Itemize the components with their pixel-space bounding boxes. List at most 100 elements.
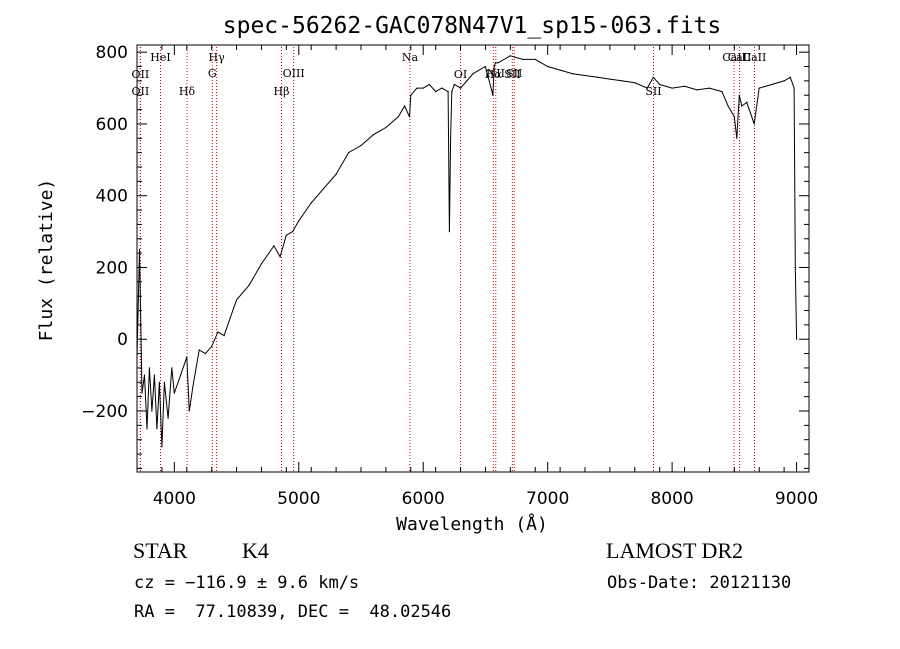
spectrum-line xyxy=(136,55,798,447)
spectrum-point xyxy=(441,87,443,89)
spectrum-point xyxy=(211,345,213,347)
spectrum-point xyxy=(156,428,158,430)
chart-title: spec-56262-GAC078N47V1_sp15-063.fits xyxy=(223,13,722,39)
spectrum-point xyxy=(310,202,312,204)
spectrum-point xyxy=(348,152,350,154)
spectrum-point xyxy=(217,331,219,333)
spectrum-point xyxy=(198,349,200,351)
spectral-line-label: CaII xyxy=(722,51,746,64)
spectrum-point xyxy=(260,263,262,265)
obs-date: Obs-Date: 20121130 xyxy=(607,573,792,593)
spectrum-point xyxy=(397,116,399,118)
spectrum-point xyxy=(153,374,155,376)
spectral-line-label: OII xyxy=(132,85,150,98)
spectrum-point xyxy=(794,266,796,269)
y-tick-label: 600 xyxy=(96,115,128,135)
spectrum-point xyxy=(158,381,160,383)
spectrum-point xyxy=(141,392,143,394)
object-class: STAR xyxy=(133,538,188,563)
x-axis-label: Wavelength (Å) xyxy=(396,513,548,535)
spectrum-point xyxy=(492,94,494,96)
spectrum-point xyxy=(497,62,499,64)
spectrum-point xyxy=(596,76,599,78)
spectrum-point xyxy=(484,65,486,68)
spectrum-point xyxy=(143,374,146,376)
spectrum-point xyxy=(493,65,495,68)
y-tick-label: 400 xyxy=(96,187,128,207)
spectrum-point xyxy=(708,87,711,89)
y-tick-label: 800 xyxy=(96,43,128,63)
spectral-line-label: OIII xyxy=(283,67,305,80)
spectrum-point xyxy=(163,381,165,383)
spectrum-point xyxy=(671,87,673,89)
spectrum-point xyxy=(559,69,561,71)
line-markers xyxy=(139,47,755,472)
spectrum-point xyxy=(188,410,190,412)
spectrum-point xyxy=(273,245,275,247)
plot-frame xyxy=(136,44,810,473)
spectrum-point xyxy=(509,55,511,57)
x-tick-label: 5000 xyxy=(277,489,320,509)
spectrum-point xyxy=(236,299,238,301)
survey-name: LAMOST DR2 xyxy=(606,538,744,563)
spectral-line-label: G xyxy=(208,67,217,80)
object-subclass: K4 xyxy=(242,538,269,563)
spectrum-point xyxy=(753,123,755,125)
plot-area xyxy=(136,55,798,448)
spectrum-point xyxy=(248,284,250,286)
spectrum-point xyxy=(659,83,661,86)
spectrum-point xyxy=(171,367,173,369)
y-tick-label: 200 xyxy=(96,258,128,278)
y-tick-label: 0 xyxy=(117,330,128,350)
spectrum-point xyxy=(408,116,411,118)
spectral-line-label: SII xyxy=(645,85,661,98)
spectral-line-label: HeI xyxy=(150,51,170,64)
spectral-line-label: Hβ xyxy=(274,85,290,98)
y-tick-label: −200 xyxy=(81,402,128,422)
spectrum-point xyxy=(450,137,452,139)
spectrum-point xyxy=(721,91,723,93)
spectrum-point xyxy=(292,231,294,233)
spectrum-point xyxy=(738,94,740,96)
spectrum-point xyxy=(422,87,424,89)
x-tick-label: 8000 xyxy=(650,489,693,509)
spectrum-point xyxy=(298,220,300,222)
spectrum-point xyxy=(746,101,748,103)
spectrum-point xyxy=(534,58,536,61)
spectrum-point xyxy=(460,87,462,89)
x-tick-label: 6000 xyxy=(402,489,445,509)
spectrum-point xyxy=(148,367,150,369)
spectrum-point xyxy=(360,144,362,147)
x-tick-label: 9000 xyxy=(775,489,818,509)
spectrum-point xyxy=(161,446,163,448)
spectral-line-label: CaII xyxy=(728,51,752,64)
spectrum-point xyxy=(372,134,374,136)
spectrum-point xyxy=(741,105,743,107)
spectrum-point xyxy=(646,87,648,89)
spectrum-point xyxy=(783,80,785,82)
spectral-line-label: Hγ xyxy=(209,51,226,64)
spectrum-point xyxy=(167,417,169,419)
spectrum-point xyxy=(453,83,455,86)
spectrum-point xyxy=(448,231,450,233)
spectrum-point xyxy=(410,94,412,96)
spectrum-point xyxy=(609,78,611,80)
spectrum-point xyxy=(435,91,437,93)
spectrum-point xyxy=(621,80,623,82)
spectrum-point xyxy=(404,105,406,107)
spectrum-point xyxy=(204,353,206,355)
spectrum-point xyxy=(522,58,524,61)
x-tick-label: 4000 xyxy=(153,489,196,509)
spectrum-point xyxy=(451,91,453,93)
axes: 4000 5000 6000 7000 8000 9000 −200 0 200 400 600 80… xyxy=(81,43,818,509)
spectrum-point xyxy=(146,428,148,430)
spectrum-point xyxy=(428,83,430,86)
spectrum-point xyxy=(733,116,735,118)
spectrum-point xyxy=(494,62,496,64)
spectrum-point xyxy=(180,374,182,376)
redshift-cz: cz = −116.9 ± 9.6 km/s xyxy=(134,573,360,593)
spectral-line-label: Hδ xyxy=(179,85,196,98)
spectrum-point xyxy=(696,89,698,91)
spectrum-point xyxy=(335,173,337,175)
